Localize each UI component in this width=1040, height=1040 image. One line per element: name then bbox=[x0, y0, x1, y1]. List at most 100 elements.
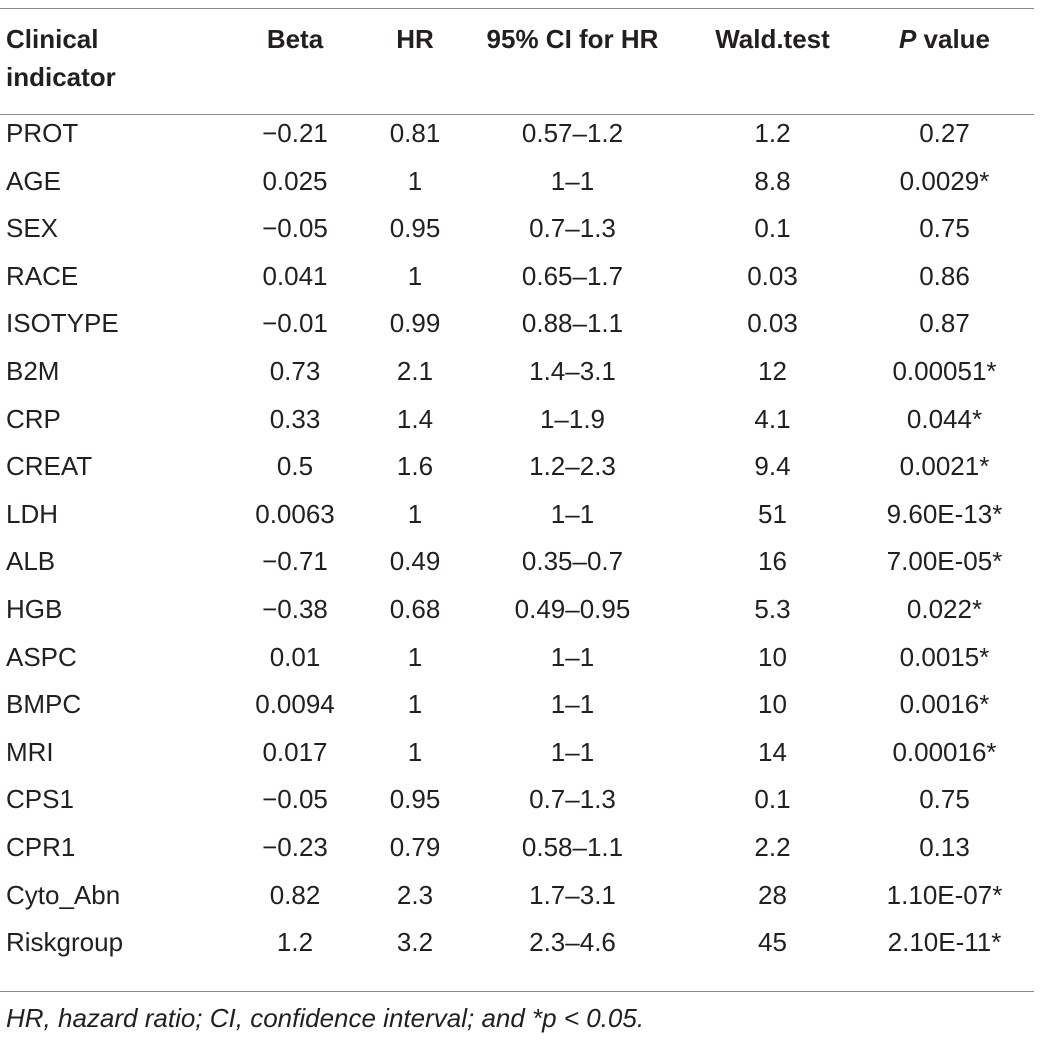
cell-ci: 2.3–4.6 bbox=[529, 927, 616, 958]
cell-p-value: 0.27 bbox=[919, 118, 970, 148]
cell-indicator: RACE bbox=[6, 260, 79, 291]
cell-beta: −0.21 bbox=[262, 118, 328, 148]
cell-p-value: 0.0015* bbox=[899, 641, 990, 672]
cell-wald: 0.1 bbox=[754, 784, 791, 815]
cell-indicator: SEX bbox=[6, 213, 59, 244]
cell-hr: 0.49 bbox=[389, 546, 441, 577]
cox-regression-table: Clinical indicator Beta HR 95% CI for HR… bbox=[0, 16, 1034, 967]
cell-beta: 0.5 bbox=[276, 451, 314, 482]
cell-beta: 0.0063 bbox=[255, 498, 335, 529]
table-row: ALB −0.71 0.49 0.35–0.7 16 7.00E-05* bbox=[0, 538, 1034, 586]
cell-hr: 1.6 bbox=[396, 451, 434, 482]
cell-hr: 2.1 bbox=[396, 355, 434, 386]
cell-p-value: 0.75 bbox=[919, 213, 970, 244]
cell-beta: −0.23 bbox=[262, 831, 328, 862]
cell-p-value: 0.86 bbox=[919, 260, 970, 291]
cell-ci: 1.2–2.3 bbox=[529, 451, 616, 482]
cell-indicator: AGE bbox=[6, 165, 61, 196]
cell-indicator: ALB bbox=[6, 546, 56, 577]
cell-wald: 10 bbox=[758, 641, 787, 672]
cell-ci: 1.4–3.1 bbox=[529, 355, 616, 386]
cell-beta: −0.05 bbox=[262, 213, 328, 244]
table-row: BMPC 0.0094 1 1–1 10 0.0016* bbox=[0, 681, 1034, 729]
cell-p-value: 0.0021* bbox=[899, 451, 990, 482]
table-row: SEX −0.05 0.95 0.7–1.3 0.1 0.75 bbox=[0, 205, 1034, 253]
cell-p-value: 2.10E-11* bbox=[887, 927, 1002, 958]
table-row: CPS1 −0.05 0.95 0.7–1.3 0.1 0.75 bbox=[0, 776, 1034, 824]
table-row: Riskgroup 1.2 3.2 2.3–4.6 45 2.10E-11* bbox=[0, 919, 1034, 967]
header-clinical-line2: indicator bbox=[6, 62, 116, 92]
header-p-italic: P bbox=[898, 24, 917, 54]
table-row: LDH 0.0063 1 1–1 51 9.60E-13* bbox=[0, 491, 1034, 539]
cell-hr: 1 bbox=[407, 689, 423, 720]
table-row: Cyto_Abn 0.82 2.3 1.7–3.1 28 1.10E-07* bbox=[0, 872, 1034, 920]
cell-wald: 5.3 bbox=[754, 593, 791, 624]
table-top-rule bbox=[0, 8, 1034, 9]
cell-wald: 0.03 bbox=[747, 260, 798, 291]
cell-beta: 0.73 bbox=[269, 355, 321, 386]
cell-wald: 1.2 bbox=[754, 118, 791, 148]
cell-hr: 1 bbox=[407, 641, 423, 672]
cell-wald: 51 bbox=[758, 498, 787, 529]
cell-indicator: CREAT bbox=[6, 451, 93, 482]
table-row: CPR1 −0.23 0.79 0.58–1.1 2.2 0.13 bbox=[0, 824, 1034, 872]
cell-ci: 0.7–1.3 bbox=[529, 213, 616, 244]
cell-hr: 2.3 bbox=[396, 879, 434, 910]
table-header-rule bbox=[0, 114, 1034, 115]
cell-p-value: 0.0016* bbox=[899, 689, 990, 720]
table-row: MRI 0.017 1 1–1 14 0.00016* bbox=[0, 729, 1034, 777]
cell-hr: 1 bbox=[407, 260, 423, 291]
table-row: CREAT 0.5 1.6 1.2–2.3 9.4 0.0021* bbox=[0, 443, 1034, 491]
cell-hr: 1 bbox=[407, 736, 423, 767]
cell-wald: 9.4 bbox=[754, 451, 791, 482]
header-hr: HR bbox=[396, 24, 434, 54]
table-footnote: HR, hazard ratio; CI, confidence interva… bbox=[6, 1003, 645, 1033]
cell-wald: 0.03 bbox=[747, 308, 798, 339]
cell-wald: 8.8 bbox=[754, 165, 791, 196]
header-clinical-line1: Clinical bbox=[6, 24, 99, 54]
cell-p-value: 9.60E-13* bbox=[886, 498, 1003, 529]
cell-wald: 16 bbox=[758, 546, 787, 577]
cell-hr: 0.81 bbox=[389, 118, 441, 148]
table-row: ASPC 0.01 1 1–1 10 0.0015* bbox=[0, 634, 1034, 682]
table-row: CRP 0.33 1.4 1–1.9 4.1 0.044* bbox=[0, 396, 1034, 444]
cell-beta: 0.82 bbox=[269, 879, 321, 910]
cell-wald: 14 bbox=[758, 736, 787, 767]
cell-p-value: 0.044* bbox=[906, 403, 983, 434]
table-body: PROT −0.21 0.81 0.57–1.2 1.2 0.27 AGE 0.025 1 1–1… bbox=[0, 110, 1034, 967]
cell-p-value: 0.75 bbox=[919, 784, 970, 815]
cell-ci: 1–1 bbox=[550, 689, 595, 720]
cell-hr: 1.4 bbox=[396, 403, 434, 434]
cell-indicator: MRI bbox=[6, 736, 54, 767]
header-wald: Wald.test bbox=[715, 24, 830, 54]
cell-beta: 0.01 bbox=[269, 641, 321, 672]
cell-ci: 1–1.9 bbox=[539, 403, 606, 434]
header-ci: 95% CI for HR bbox=[486, 24, 659, 54]
cell-ci: 1–1 bbox=[550, 498, 595, 529]
cell-wald: 2.2 bbox=[754, 831, 791, 862]
cell-indicator: B2M bbox=[6, 355, 60, 386]
cell-ci: 0.7–1.3 bbox=[529, 784, 616, 815]
cell-wald: 0.1 bbox=[754, 213, 791, 244]
cell-beta: 1.2 bbox=[276, 927, 314, 958]
cell-ci: 1.7–3.1 bbox=[529, 879, 616, 910]
cell-p-value: 0.022* bbox=[906, 593, 983, 624]
cell-indicator: Riskgroup bbox=[6, 927, 124, 958]
cell-beta: −0.38 bbox=[262, 593, 328, 624]
cell-wald: 12 bbox=[758, 355, 787, 386]
cell-ci: 0.88–1.1 bbox=[521, 308, 624, 339]
header-p-rest: value bbox=[916, 24, 991, 54]
cell-ci: 0.57–1.2 bbox=[521, 118, 624, 148]
cell-hr: 0.95 bbox=[389, 784, 441, 815]
cell-beta: −0.05 bbox=[262, 784, 328, 815]
cell-indicator: BMPC bbox=[6, 689, 82, 720]
cell-beta: −0.71 bbox=[262, 546, 328, 577]
cell-indicator: LDH bbox=[6, 498, 59, 529]
cell-hr: 0.79 bbox=[389, 831, 441, 862]
cell-hr: 1 bbox=[407, 165, 423, 196]
cell-indicator: HGB bbox=[6, 593, 63, 624]
cell-beta: 0.041 bbox=[262, 260, 328, 291]
header-row: Clinical indicator Beta HR 95% CI for HR… bbox=[0, 16, 1034, 110]
cell-beta: 0.025 bbox=[262, 165, 328, 196]
cell-hr: 1 bbox=[407, 498, 423, 529]
